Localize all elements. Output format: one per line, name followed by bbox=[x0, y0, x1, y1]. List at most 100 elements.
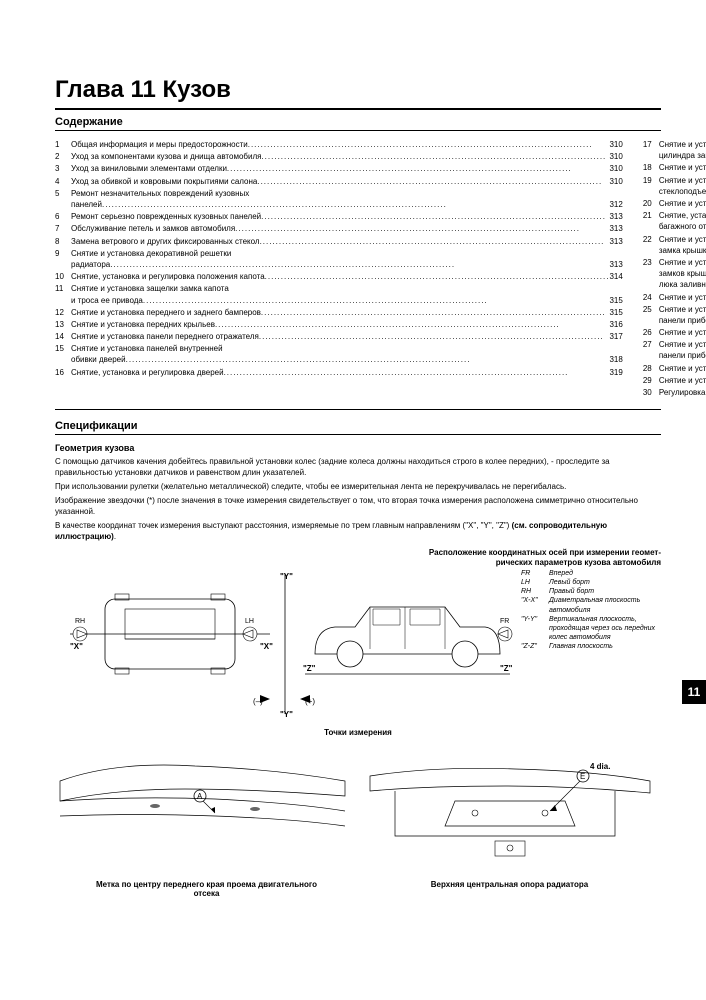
toc-text: Снятие и установка приводных тросов отпу… bbox=[659, 257, 706, 268]
toc-entry: 24Снятие и установка центральной консоли… bbox=[643, 292, 706, 303]
legend-key: RH bbox=[521, 587, 549, 596]
toc-number: 10 bbox=[55, 271, 71, 282]
toc-body: Общая информация и меры предосторожности… bbox=[71, 139, 623, 150]
legend-row: LHЛевый борт bbox=[521, 578, 661, 587]
toc-body: Снятие и установка декоративной решеткир… bbox=[71, 248, 623, 270]
toc-body: Уход за виниловыми элементами отделки 31… bbox=[71, 163, 623, 174]
toc-entry: 8Замена ветрового и других фиксированных… bbox=[55, 236, 623, 247]
toc-number: 4 bbox=[55, 176, 71, 187]
toc-body: Снятие и установка панели переднего отра… bbox=[71, 331, 623, 342]
toc-text: Снятие и установка панелей внутренней bbox=[71, 343, 623, 354]
toc-number: 28 bbox=[643, 363, 659, 374]
toc-body: Снятие и установка защелки замка капотаи… bbox=[71, 283, 623, 305]
text: рических параметров кузова автомобиля bbox=[496, 558, 661, 567]
toc-entry: 16Снятие, установка и регулировка дверей… bbox=[55, 367, 623, 378]
paragraph: С помощью датчиков качения добейтесь пра… bbox=[55, 457, 661, 478]
toc-left-column: 1Общая информация и меры предосторожност… bbox=[55, 139, 623, 399]
toc-entry: 20Снятие и установка зеркал заднего вида… bbox=[643, 198, 706, 209]
marker-a: A bbox=[197, 792, 203, 801]
toc-entry: 11Снятие и установка защелки замка капот… bbox=[55, 283, 623, 305]
svg-text:RH: RH bbox=[75, 618, 85, 625]
figure-2: A E 4 dia. bbox=[55, 741, 661, 876]
measurement-points-svg: A E 4 dia. bbox=[55, 741, 655, 871]
toc-body: Снятие и установка панелей внутреннейоби… bbox=[71, 343, 623, 365]
toc-entry: 12Снятие и установка переднего и заднего… bbox=[55, 307, 623, 318]
toc-entry: 3Уход за виниловыми элементами отделки 3… bbox=[55, 163, 623, 174]
toc-body: Снятие и установка зеркал заднего вида 3… bbox=[659, 198, 706, 209]
contents-label: Содержание bbox=[55, 116, 661, 128]
toc-text: Снятие и установка отделочных секций bbox=[659, 304, 706, 315]
figure-1: Расположение координатных осей при измер… bbox=[55, 548, 661, 724]
toc-number: 9 bbox=[55, 248, 71, 259]
toc-text: Снятие и установка защелки, bbox=[659, 139, 706, 150]
toc-body: Снятие и установка центральной консоли 3… bbox=[659, 292, 706, 303]
caption-bottom-right: Верхняя центральная опора радиатора bbox=[358, 880, 661, 898]
toc-entry: 22Снятие и установка защелки и цилиндраз… bbox=[643, 234, 706, 256]
chapter-title: Глава 11 Кузов bbox=[55, 76, 661, 104]
toc-body: Снятие и установка защелки и цилиндразам… bbox=[659, 234, 706, 256]
toc-body: Замена ветрового и других фиксированных … bbox=[71, 236, 623, 247]
svg-text:"X": "X" bbox=[260, 642, 273, 651]
text: В качестве координат точек измерения выс… bbox=[55, 521, 512, 530]
toc-entry: 5Ремонт незначительных повреждений кузов… bbox=[55, 188, 623, 210]
toc-body: Снятие и установка секций кожуха рулевой… bbox=[659, 327, 706, 338]
toc-body: Снятие и установка основной секциипанели… bbox=[659, 339, 706, 361]
legend-value: Вертикальная плоскость, проходящая через… bbox=[549, 615, 661, 642]
toc-body: Снятие и установка задней полки 327 bbox=[659, 375, 706, 386]
toc-body: Снятие, установка и регулировка дверей 3… bbox=[71, 367, 623, 378]
toc-entry: 28Снятие и установка сидений 326 bbox=[643, 363, 706, 374]
toc-number: 20 bbox=[643, 198, 659, 209]
toc-text: Ремонт незначительных повреждений кузовн… bbox=[71, 188, 623, 199]
caption-bottom-left: Метка по центру переднего края проема дв… bbox=[55, 880, 358, 898]
toc-number: 12 bbox=[55, 307, 71, 318]
toc-entry: 2Уход за компонентами кузова и днища авт… bbox=[55, 151, 623, 162]
toc-entry: 23Снятие и установка приводных тросов от… bbox=[643, 257, 706, 291]
toc-body: Обслуживание петель и замков автомобиля … bbox=[71, 223, 623, 234]
toc-entry: 14Снятие и установка панели переднего от… bbox=[55, 331, 623, 342]
toc-entry: 17Снятие и установка защелки,цилиндра за… bbox=[643, 139, 706, 161]
toc-number: 8 bbox=[55, 236, 71, 247]
legend-key: "Z-Z" bbox=[521, 642, 549, 651]
legend-key: FR bbox=[521, 569, 549, 578]
legend-row: "X-X"Диаметральная плоскость автомобиля bbox=[521, 596, 661, 614]
toc-body: Уход за компонентами кузова и днища авто… bbox=[71, 151, 623, 162]
legend-value: Диаметральная плоскость автомобиля bbox=[549, 596, 661, 614]
toc-number: 24 bbox=[643, 292, 659, 303]
toc-number: 21 bbox=[643, 210, 659, 221]
geometry-title: Геометрия кузова bbox=[55, 443, 661, 453]
toc-entry: 4Уход за обивкой и ковровыми покрытиями … bbox=[55, 176, 623, 187]
chapter-tab: 11 bbox=[682, 680, 706, 704]
svg-text:"Y": "Y" bbox=[280, 710, 293, 719]
rule bbox=[55, 130, 661, 131]
legend-key: "X-X" bbox=[521, 596, 549, 614]
legend-value: Правый борт bbox=[549, 587, 594, 596]
svg-text:"X": "X" bbox=[70, 642, 83, 651]
toc-entry: 19Снятие и установка регуляторовстеклопо… bbox=[643, 175, 706, 197]
toc-body: Снятие и установка переднего и заднего б… bbox=[71, 307, 623, 318]
label-4dia: 4 dia. bbox=[590, 762, 610, 771]
toc-text: Снятие и установка защелки и цилиндра bbox=[659, 234, 706, 245]
legend-row: FRВперед bbox=[521, 569, 661, 578]
legend-value: Главная плоскость bbox=[549, 642, 613, 651]
toc-entry: 30Регулировка верхнего люка 327 bbox=[643, 387, 706, 398]
toc-body: Снятие и установка сидений 326 bbox=[659, 363, 706, 374]
toc-entry: 13Снятие и установка передних крыльев 31… bbox=[55, 319, 623, 330]
toc-body: Снятие и установка защелки,цилиндра замк… bbox=[659, 139, 706, 161]
rule bbox=[55, 409, 661, 410]
toc-number: 13 bbox=[55, 319, 71, 330]
toc-number: 29 bbox=[643, 375, 659, 386]
svg-text:LH: LH bbox=[245, 618, 254, 625]
toc-number: 3 bbox=[55, 163, 71, 174]
toc-number: 15 bbox=[55, 343, 71, 354]
toc-body: Снятие и установка отделочных секцийпане… bbox=[659, 304, 706, 326]
rule bbox=[55, 108, 661, 110]
toc-number: 18 bbox=[643, 162, 659, 173]
paragraph: Изображение звездочки (*) после значения… bbox=[55, 496, 661, 517]
toc-body: Снятие и установка передних крыльев 316 bbox=[71, 319, 623, 330]
page: Глава 11 Кузов Содержание 1Общая информа… bbox=[0, 0, 706, 938]
toc-number: 6 bbox=[55, 211, 71, 222]
toc-number: 25 bbox=[643, 304, 659, 315]
toc-text: замков крышки багажного отделения и двер… bbox=[659, 268, 706, 279]
text: отсека bbox=[194, 889, 220, 898]
paragraph: В качестве координат точек измерения выс… bbox=[55, 521, 661, 542]
